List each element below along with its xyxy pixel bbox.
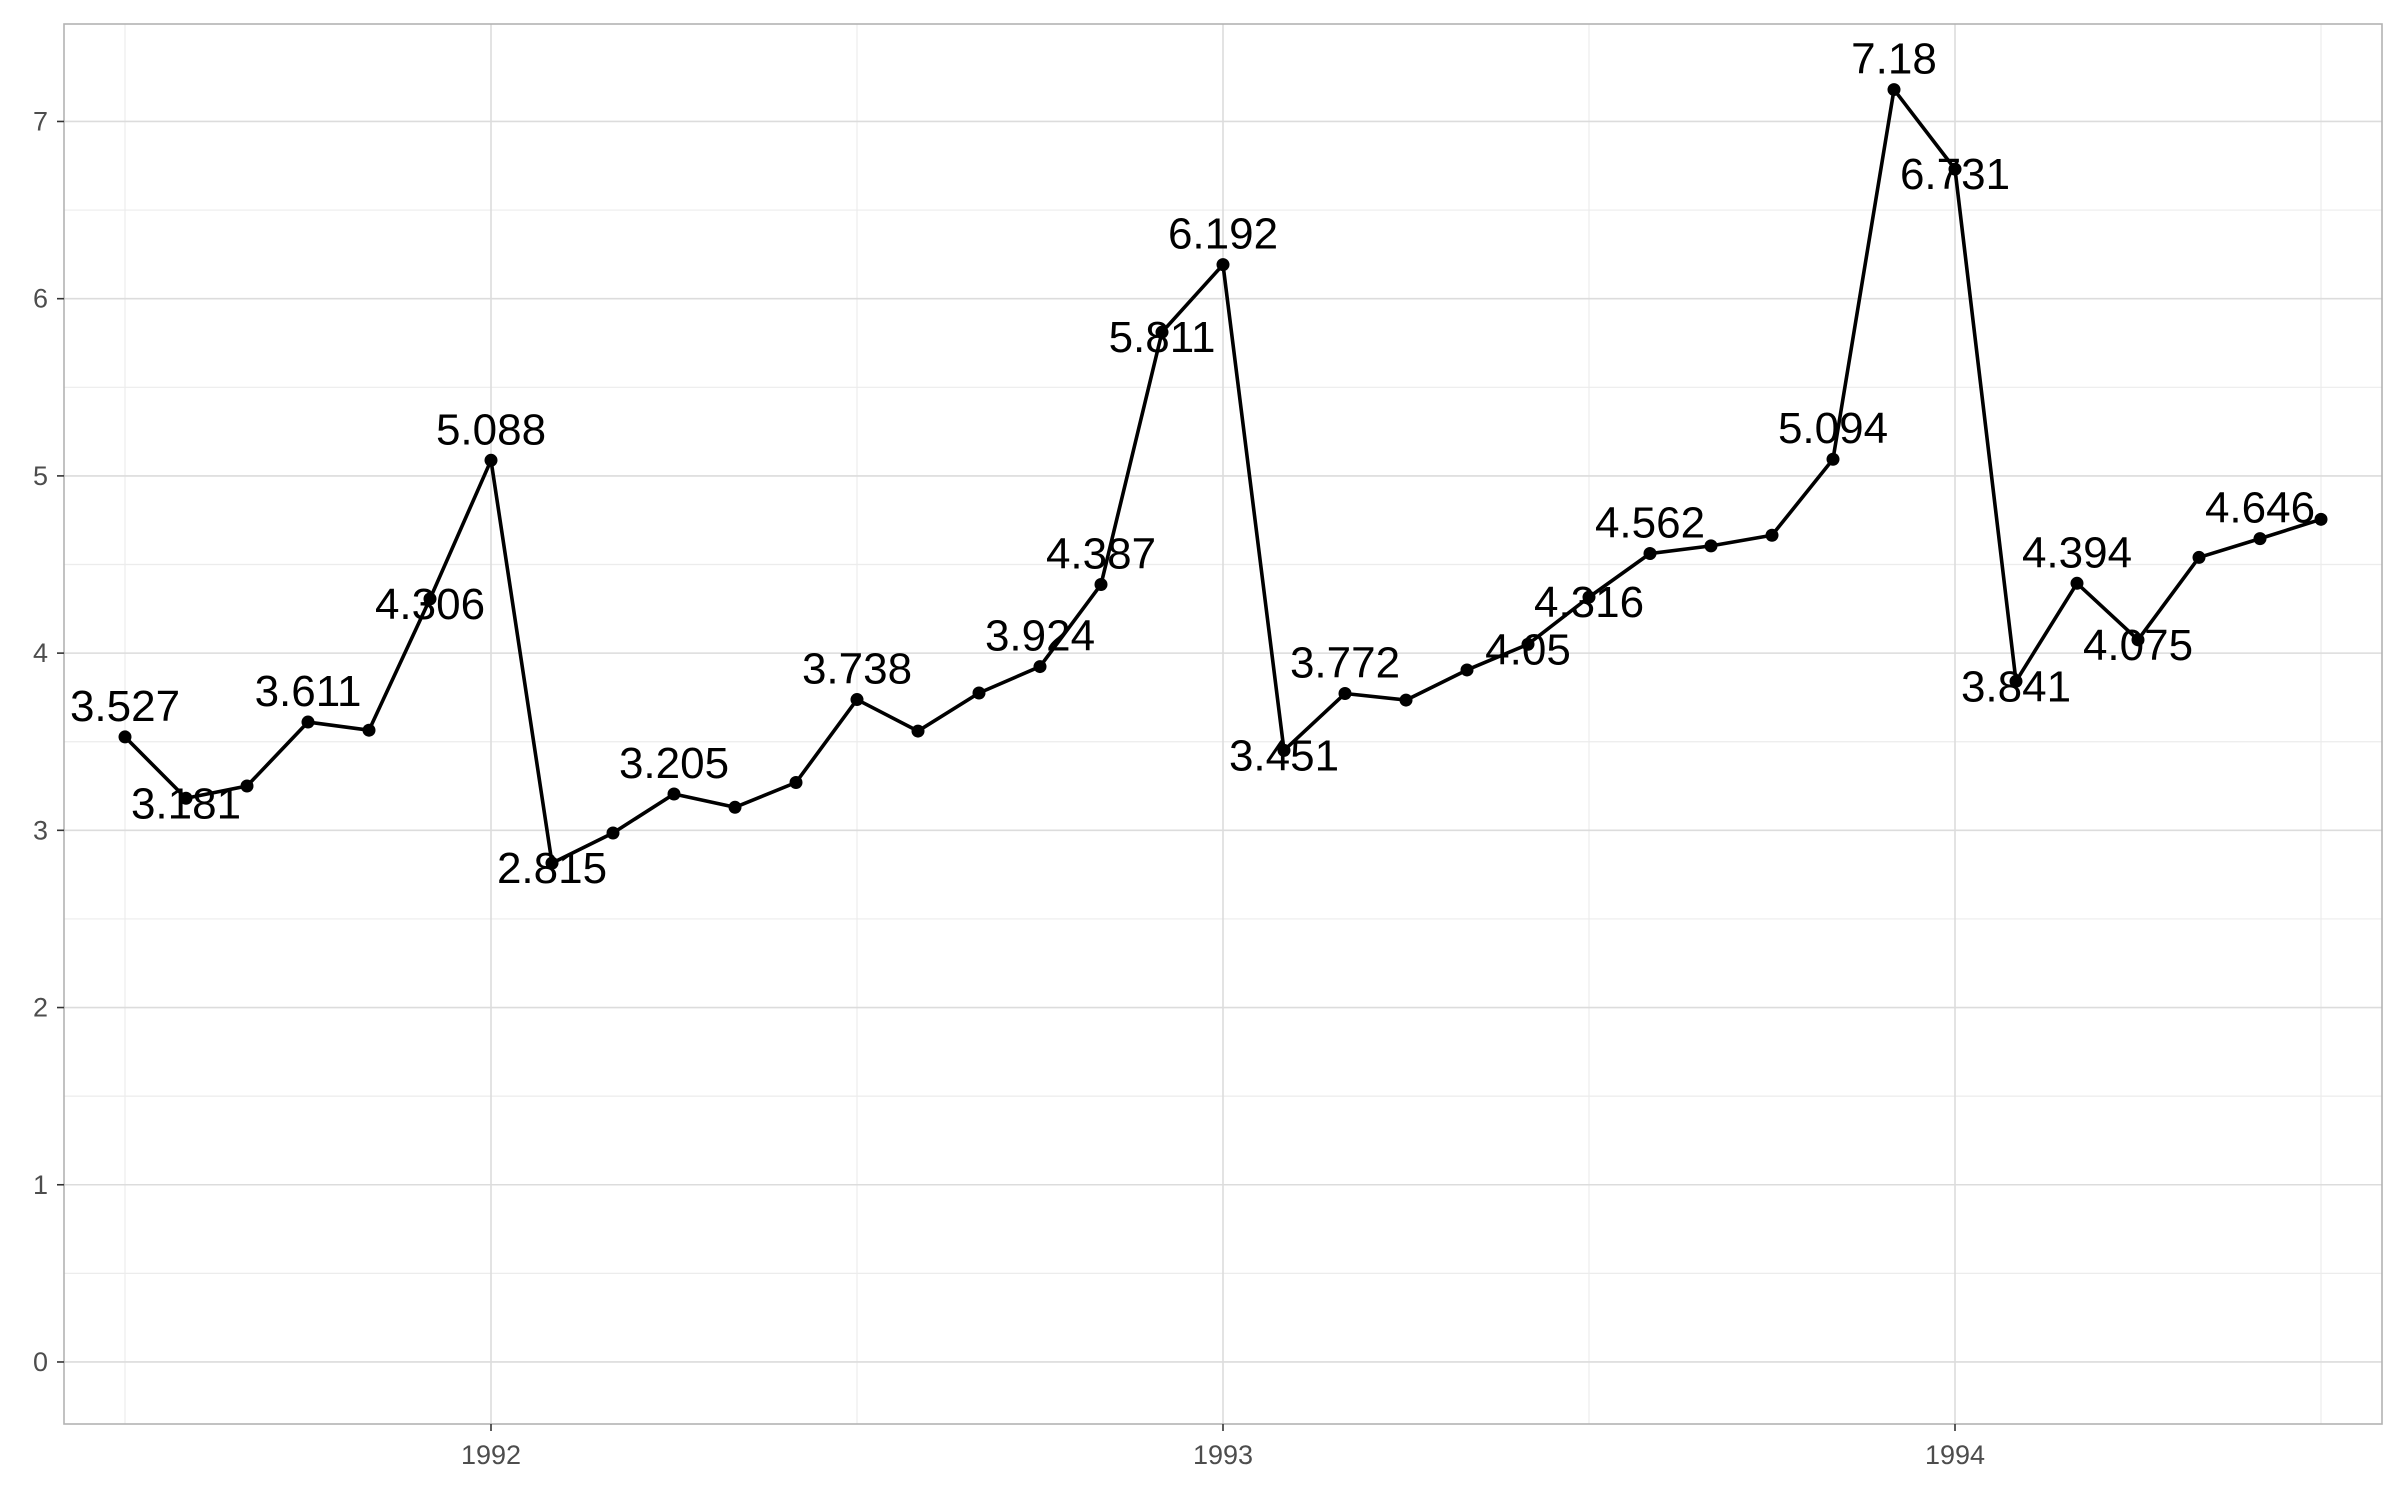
- data-label: 3.841: [1961, 662, 2071, 711]
- data-point: [484, 453, 498, 467]
- y-tick-label: 2: [33, 993, 48, 1023]
- data-point: [2314, 512, 2328, 526]
- data-point: [1399, 693, 1413, 707]
- data-point: [1460, 663, 1474, 677]
- y-tick-label: 0: [33, 1347, 48, 1377]
- data-point: [606, 826, 620, 840]
- data-label: 3.772: [1290, 639, 1400, 688]
- data-point: [1765, 528, 1779, 542]
- data-label: 4.306: [375, 580, 485, 629]
- data-label: 3.611: [255, 667, 362, 716]
- y-tick-label: 1: [33, 1170, 48, 1200]
- data-point: [118, 730, 132, 744]
- data-point: [1277, 743, 1291, 757]
- data-label: 4.316: [1534, 578, 1644, 627]
- x-tick-label: 1994: [1925, 1440, 1985, 1470]
- data-label: 7.18: [1851, 35, 1937, 84]
- data-label: 2.815: [497, 844, 607, 893]
- data-point: [667, 787, 681, 801]
- data-point: [1094, 578, 1108, 592]
- data-label: 5.811: [1109, 313, 1216, 362]
- x-tick-label: 1992: [461, 1440, 521, 1470]
- series-layer: [118, 83, 2328, 870]
- data-label: 4.646: [2205, 484, 2315, 533]
- data-point: [1948, 162, 1962, 176]
- data-point: [545, 856, 559, 870]
- data-point: [1582, 590, 1596, 604]
- data-point: [1155, 325, 1169, 339]
- data-point: [1643, 547, 1657, 561]
- y-tick-label: 4: [33, 638, 48, 668]
- data-label: 4.562: [1595, 499, 1705, 548]
- data-point: [1704, 539, 1718, 553]
- data-point: [1216, 258, 1230, 272]
- data-point: [911, 724, 925, 738]
- y-tick-label: 5: [33, 461, 48, 491]
- data-point: [1887, 83, 1901, 97]
- data-label: 4.394: [2022, 528, 2132, 577]
- data-label: 3.924: [985, 612, 1095, 661]
- minor-x-gridlines: [124, 24, 2322, 1424]
- data-label: 4.05: [1485, 625, 1571, 674]
- data-point: [1338, 687, 1352, 701]
- data-point: [2009, 674, 2023, 688]
- data-point: [2253, 532, 2267, 546]
- data-label: 3.451: [1229, 731, 1339, 780]
- data-point: [1826, 452, 1840, 466]
- data-point: [728, 800, 742, 814]
- data-point: [2070, 576, 2084, 590]
- data-label: 6.731: [1900, 150, 2010, 199]
- data-label: 3.527: [70, 682, 180, 731]
- data-point: [240, 779, 254, 793]
- major-x-gridlines: [490, 24, 1956, 1424]
- data-label: 4.075: [2083, 621, 2193, 670]
- x-axis: 1992 1993 1994: [461, 1424, 1985, 1470]
- data-label: 3.205: [619, 739, 729, 788]
- y-tick-label: 7: [33, 106, 48, 136]
- data-point: [2131, 633, 2145, 647]
- data-labels-layer: 3.527 3.181 3.611 4.306 5.088 2.815 3.205 3.738…: [70, 35, 2315, 894]
- data-point: [179, 791, 193, 805]
- y-axis: 0 1 2 3 4 5 6 7: [33, 106, 64, 1377]
- data-point: [2192, 550, 2206, 564]
- data-label: 3.738: [802, 645, 912, 694]
- data-label: 6.192: [1168, 210, 1278, 259]
- data-point: [423, 592, 437, 606]
- data-point: [1521, 637, 1535, 651]
- data-label: 4.387: [1046, 530, 1156, 579]
- data-point: [301, 715, 315, 729]
- x-tick-label: 1993: [1193, 1440, 1253, 1470]
- data-point: [850, 693, 864, 707]
- data-point: [362, 723, 376, 737]
- data-point: [972, 686, 986, 700]
- y-tick-label: 3: [33, 815, 48, 845]
- data-point: [1033, 660, 1047, 674]
- data-label: 5.088: [436, 405, 546, 454]
- y-tick-label: 6: [33, 284, 48, 314]
- data-label: 5.094: [1778, 404, 1888, 453]
- data-point: [789, 775, 803, 789]
- data-label: 3.181: [131, 779, 241, 828]
